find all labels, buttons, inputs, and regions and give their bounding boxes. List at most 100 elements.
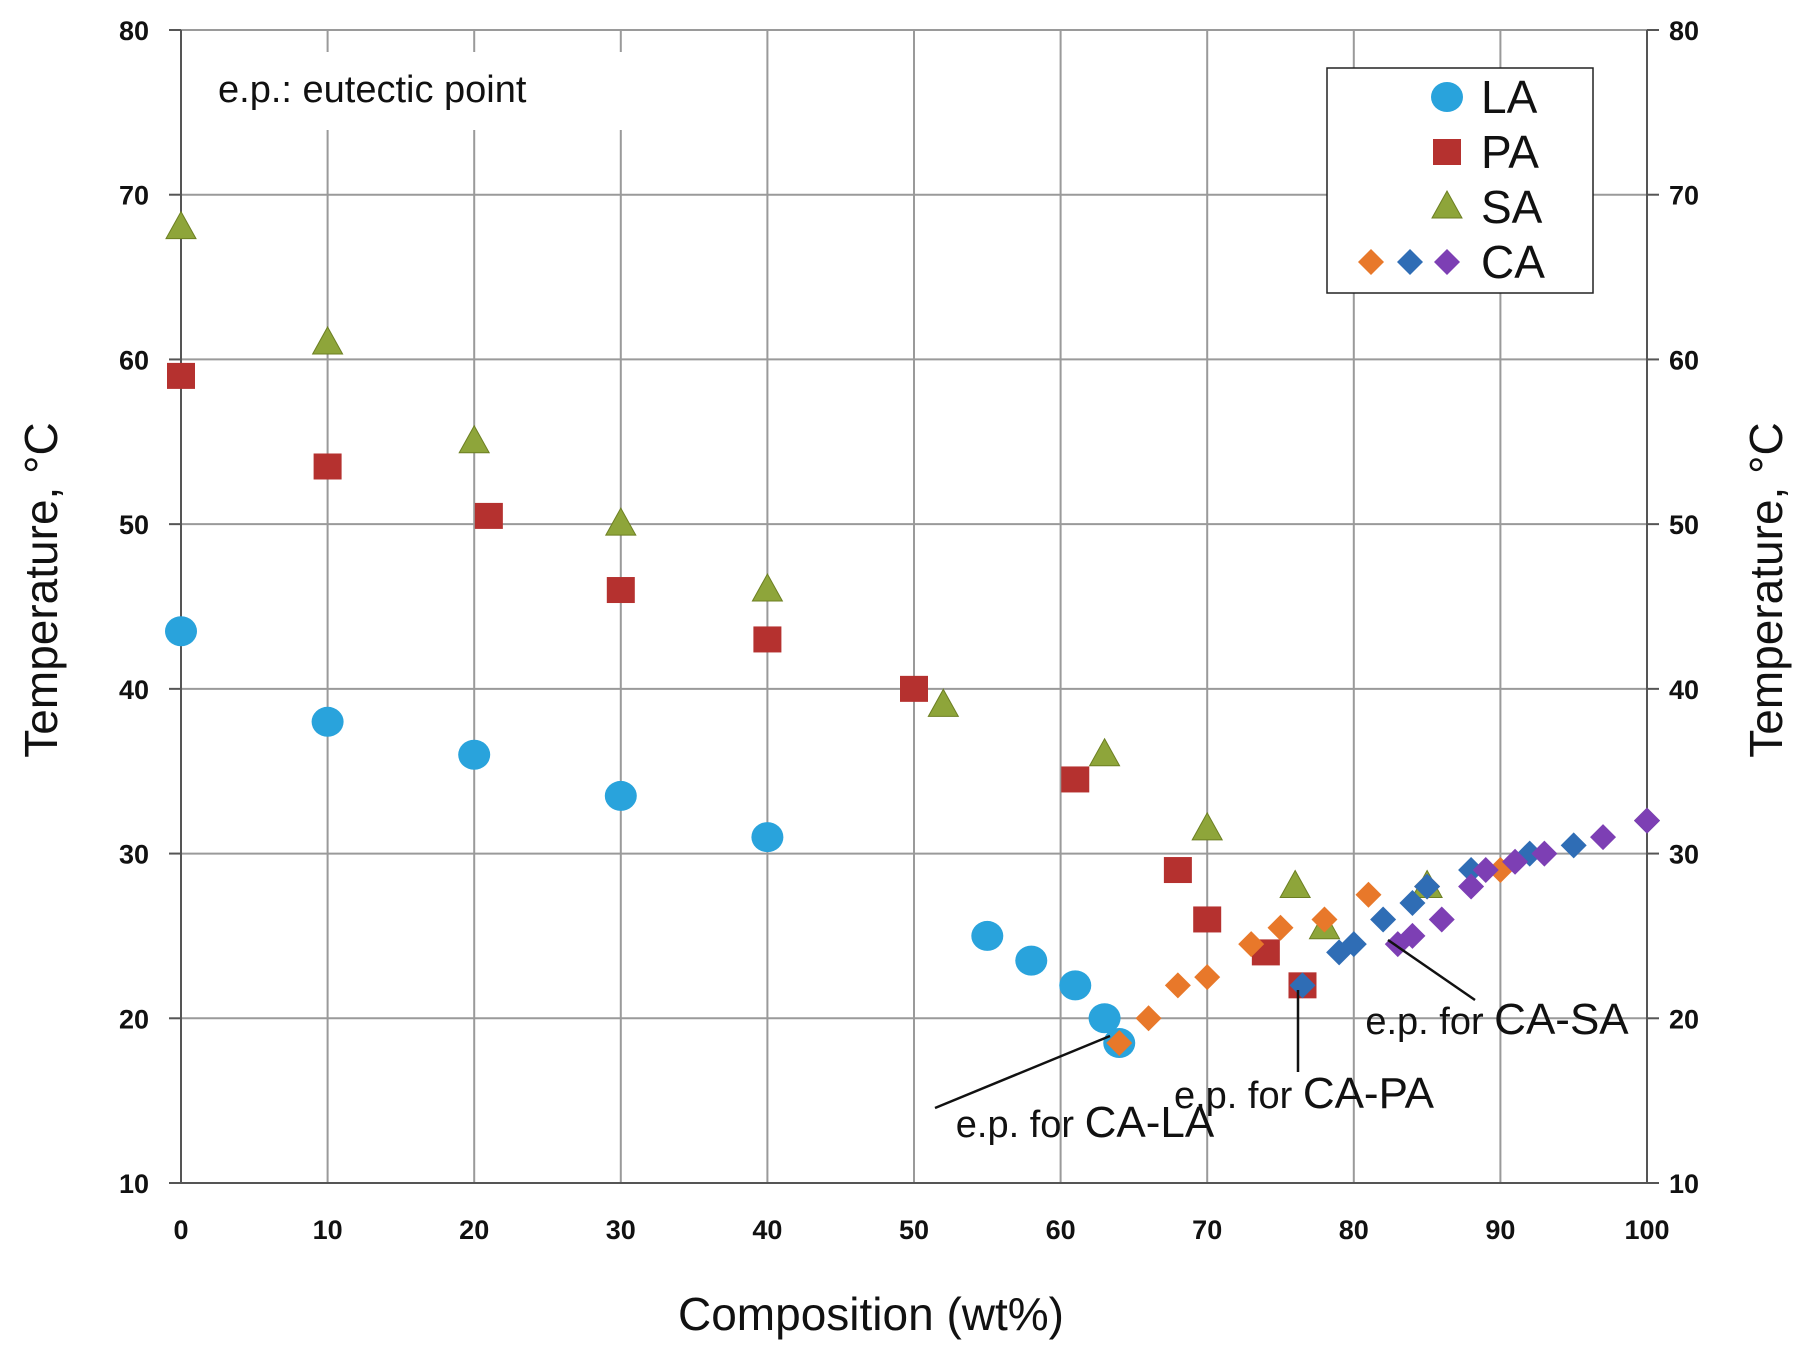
data-point-sa [604, 507, 637, 536]
data-point-la [1088, 1003, 1121, 1034]
legend-marker-ca-blue [1397, 249, 1423, 275]
data-point-sa [927, 688, 960, 717]
x-tick-label: 100 [1624, 1215, 1669, 1245]
data-point-la [311, 706, 344, 737]
y-tick-label-left: 20 [119, 1004, 149, 1034]
data-point-sa [751, 572, 784, 602]
x-tick-label: 50 [899, 1215, 929, 1245]
legend-marker-ca-purple [1434, 249, 1460, 275]
y-tick-label-left: 50 [119, 510, 149, 540]
annotation-label: e.p. for CA-SA [1365, 995, 1629, 1044]
data-point-pa [313, 453, 342, 480]
data-point-sa [165, 210, 197, 240]
y-tick-label-left: 40 [119, 675, 149, 705]
data-point-sa [311, 325, 344, 355]
data-point-ca [1634, 807, 1660, 834]
data-point-pa [1163, 857, 1192, 884]
data-point-ca [1502, 848, 1529, 875]
legend-marker-la [1431, 82, 1463, 112]
eutectic-note: e.p.: eutectic point [218, 69, 527, 111]
data-point-ca [1164, 972, 1191, 999]
data-point-la [751, 822, 784, 853]
data-point-ca [1399, 922, 1426, 949]
y-tick-label-left: 60 [119, 345, 149, 375]
annotation-leader-line [934, 1034, 1111, 1110]
legend-marker-pa [1433, 139, 1461, 165]
data-point-ca [1531, 840, 1558, 867]
data-point-ca [1472, 857, 1499, 884]
data-point-ca [1135, 1005, 1162, 1032]
legend-label: PA [1481, 126, 1539, 178]
axes [169, 29, 1659, 1184]
data-point-la [165, 616, 197, 647]
legend-label: CA [1481, 236, 1545, 288]
data-point-ca [1311, 906, 1338, 933]
y-tick-label-left: 80 [119, 16, 149, 46]
legend-marker-ca-orange [1358, 249, 1384, 275]
annotation-label: e.p. for CA-LA [956, 1098, 1215, 1147]
data-point-ca [1458, 873, 1485, 900]
y-tick-label-right: 50 [1669, 510, 1699, 540]
data-point-ca [1355, 881, 1382, 908]
annotations: e.p. for CA-LAe.p. for CA-PA e.p. for CA-… [934, 938, 1629, 1147]
y-axis-title-left: Temperature, °C [15, 422, 67, 757]
legend-marker-sa [1431, 189, 1463, 219]
x-axis-title: Composition (wt%) [678, 1288, 1064, 1340]
note-background [210, 52, 630, 130]
legend-label: SA [1481, 181, 1543, 233]
data-point-ca [1428, 906, 1455, 933]
data-point-ca [1289, 972, 1316, 999]
data-point-ca [1340, 931, 1367, 958]
data-point-ca [1267, 914, 1294, 941]
y-tick-label-right: 10 [1669, 1169, 1699, 1199]
data-point-ca [1458, 857, 1485, 884]
y-tick-label-right: 30 [1669, 840, 1699, 870]
data-point-sa [458, 424, 491, 454]
data-point-ca [1238, 931, 1265, 958]
data-point-la [971, 920, 1004, 951]
data-point-la [1015, 945, 1048, 976]
x-tick-label: 20 [459, 1215, 489, 1245]
x-tick-label: 90 [1485, 1215, 1515, 1245]
data-point-ca [1560, 832, 1587, 859]
legend-label: LA [1481, 71, 1538, 123]
x-tick-label: 40 [752, 1215, 782, 1245]
annotation-leader-line [1387, 938, 1476, 1002]
data-point-la [604, 780, 637, 811]
data-point-ca [1194, 964, 1221, 991]
y-tick-label-right: 40 [1669, 675, 1699, 705]
data-point-ca [1399, 889, 1426, 916]
data-point-ca [1590, 824, 1617, 851]
y-tick-label-right: 70 [1669, 181, 1699, 211]
data-points [165, 210, 1660, 1058]
y-tick-label-right: 80 [1669, 16, 1699, 46]
data-point-pa [1193, 906, 1222, 933]
x-tick-label: 0 [173, 1215, 188, 1245]
x-tick-label: 80 [1339, 1215, 1369, 1245]
data-point-pa [1061, 766, 1090, 793]
annotation-label: e.p. for CA-PA [1174, 1069, 1435, 1118]
data-point-pa [753, 626, 782, 653]
y-tick-label-left: 30 [119, 840, 149, 870]
data-point-pa [167, 362, 195, 389]
x-tick-label: 30 [606, 1215, 636, 1245]
y-tick-label-left: 10 [119, 1169, 149, 1199]
data-point-ca [1106, 1029, 1133, 1056]
y-tick-label-right: 60 [1669, 345, 1699, 375]
y-tick-label-right: 20 [1669, 1004, 1699, 1034]
data-point-sa [1279, 869, 1312, 899]
data-point-pa [606, 577, 635, 604]
data-point-pa [474, 502, 503, 529]
data-point-sa [1191, 811, 1224, 841]
y-tick-label-left: 70 [119, 181, 149, 211]
y-axis-title-right: Temperature, °C [1740, 422, 1792, 757]
data-point-ca [1414, 873, 1441, 900]
data-point-la [1059, 970, 1092, 1001]
x-tick-label: 60 [1046, 1215, 1076, 1245]
x-tick-label: 70 [1192, 1215, 1222, 1245]
data-point-pa [900, 675, 928, 702]
data-point-la [458, 739, 491, 770]
data-point-sa [1088, 737, 1121, 767]
